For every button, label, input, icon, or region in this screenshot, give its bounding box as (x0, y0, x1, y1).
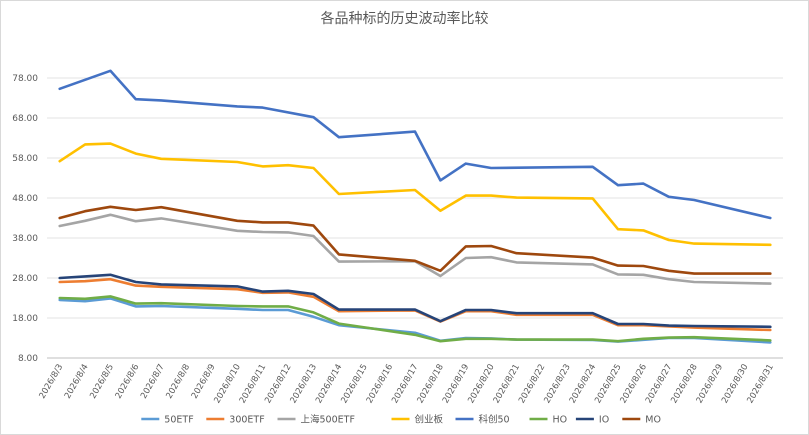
x-tick-label: 2026/8/9 (190, 363, 218, 401)
series-line (58, 142, 772, 247)
legend-label: 创业板 (415, 414, 444, 426)
y-tick-label: 48.00 (12, 194, 38, 204)
legend-label: HO (553, 415, 568, 426)
x-tick-label: 2026/8/3 (38, 363, 66, 401)
x-tick-label: 2026/8/6 (114, 363, 142, 401)
chart-title: 各品种标的历史波动率比较 (320, 11, 489, 27)
y-tick-label: 18.00 (12, 314, 38, 324)
y-tick-label: 38.00 (12, 234, 38, 244)
series-line (58, 205, 772, 275)
legend-label: 300ETF (229, 415, 264, 426)
legend-label: 科创50 (479, 414, 510, 426)
x-tick-label: 2026/8/31 (745, 363, 775, 406)
y-tick-label: 28.00 (12, 274, 38, 284)
legend-label: MO (645, 415, 661, 426)
x-tick-label: 2026/8/4 (63, 363, 91, 401)
legend-label: IO (599, 415, 609, 426)
y-tick-label: 58.00 (12, 154, 38, 164)
x-tick-label: 2026/8/5 (88, 363, 116, 401)
x-tick-label: 2026/8/7 (139, 363, 167, 401)
series-line (58, 273, 772, 329)
series-line (58, 213, 772, 285)
y-tick-label: 78.00 (12, 74, 38, 84)
series-line (58, 69, 772, 220)
legend-label: 上海500ETF (301, 414, 355, 426)
y-tick-label: 8.00 (18, 354, 38, 364)
series-line (58, 295, 772, 343)
y-tick-label: 68.00 (12, 114, 38, 124)
legend-label: 50ETF (164, 415, 193, 426)
x-tick-label: 2026/8/8 (164, 363, 192, 401)
